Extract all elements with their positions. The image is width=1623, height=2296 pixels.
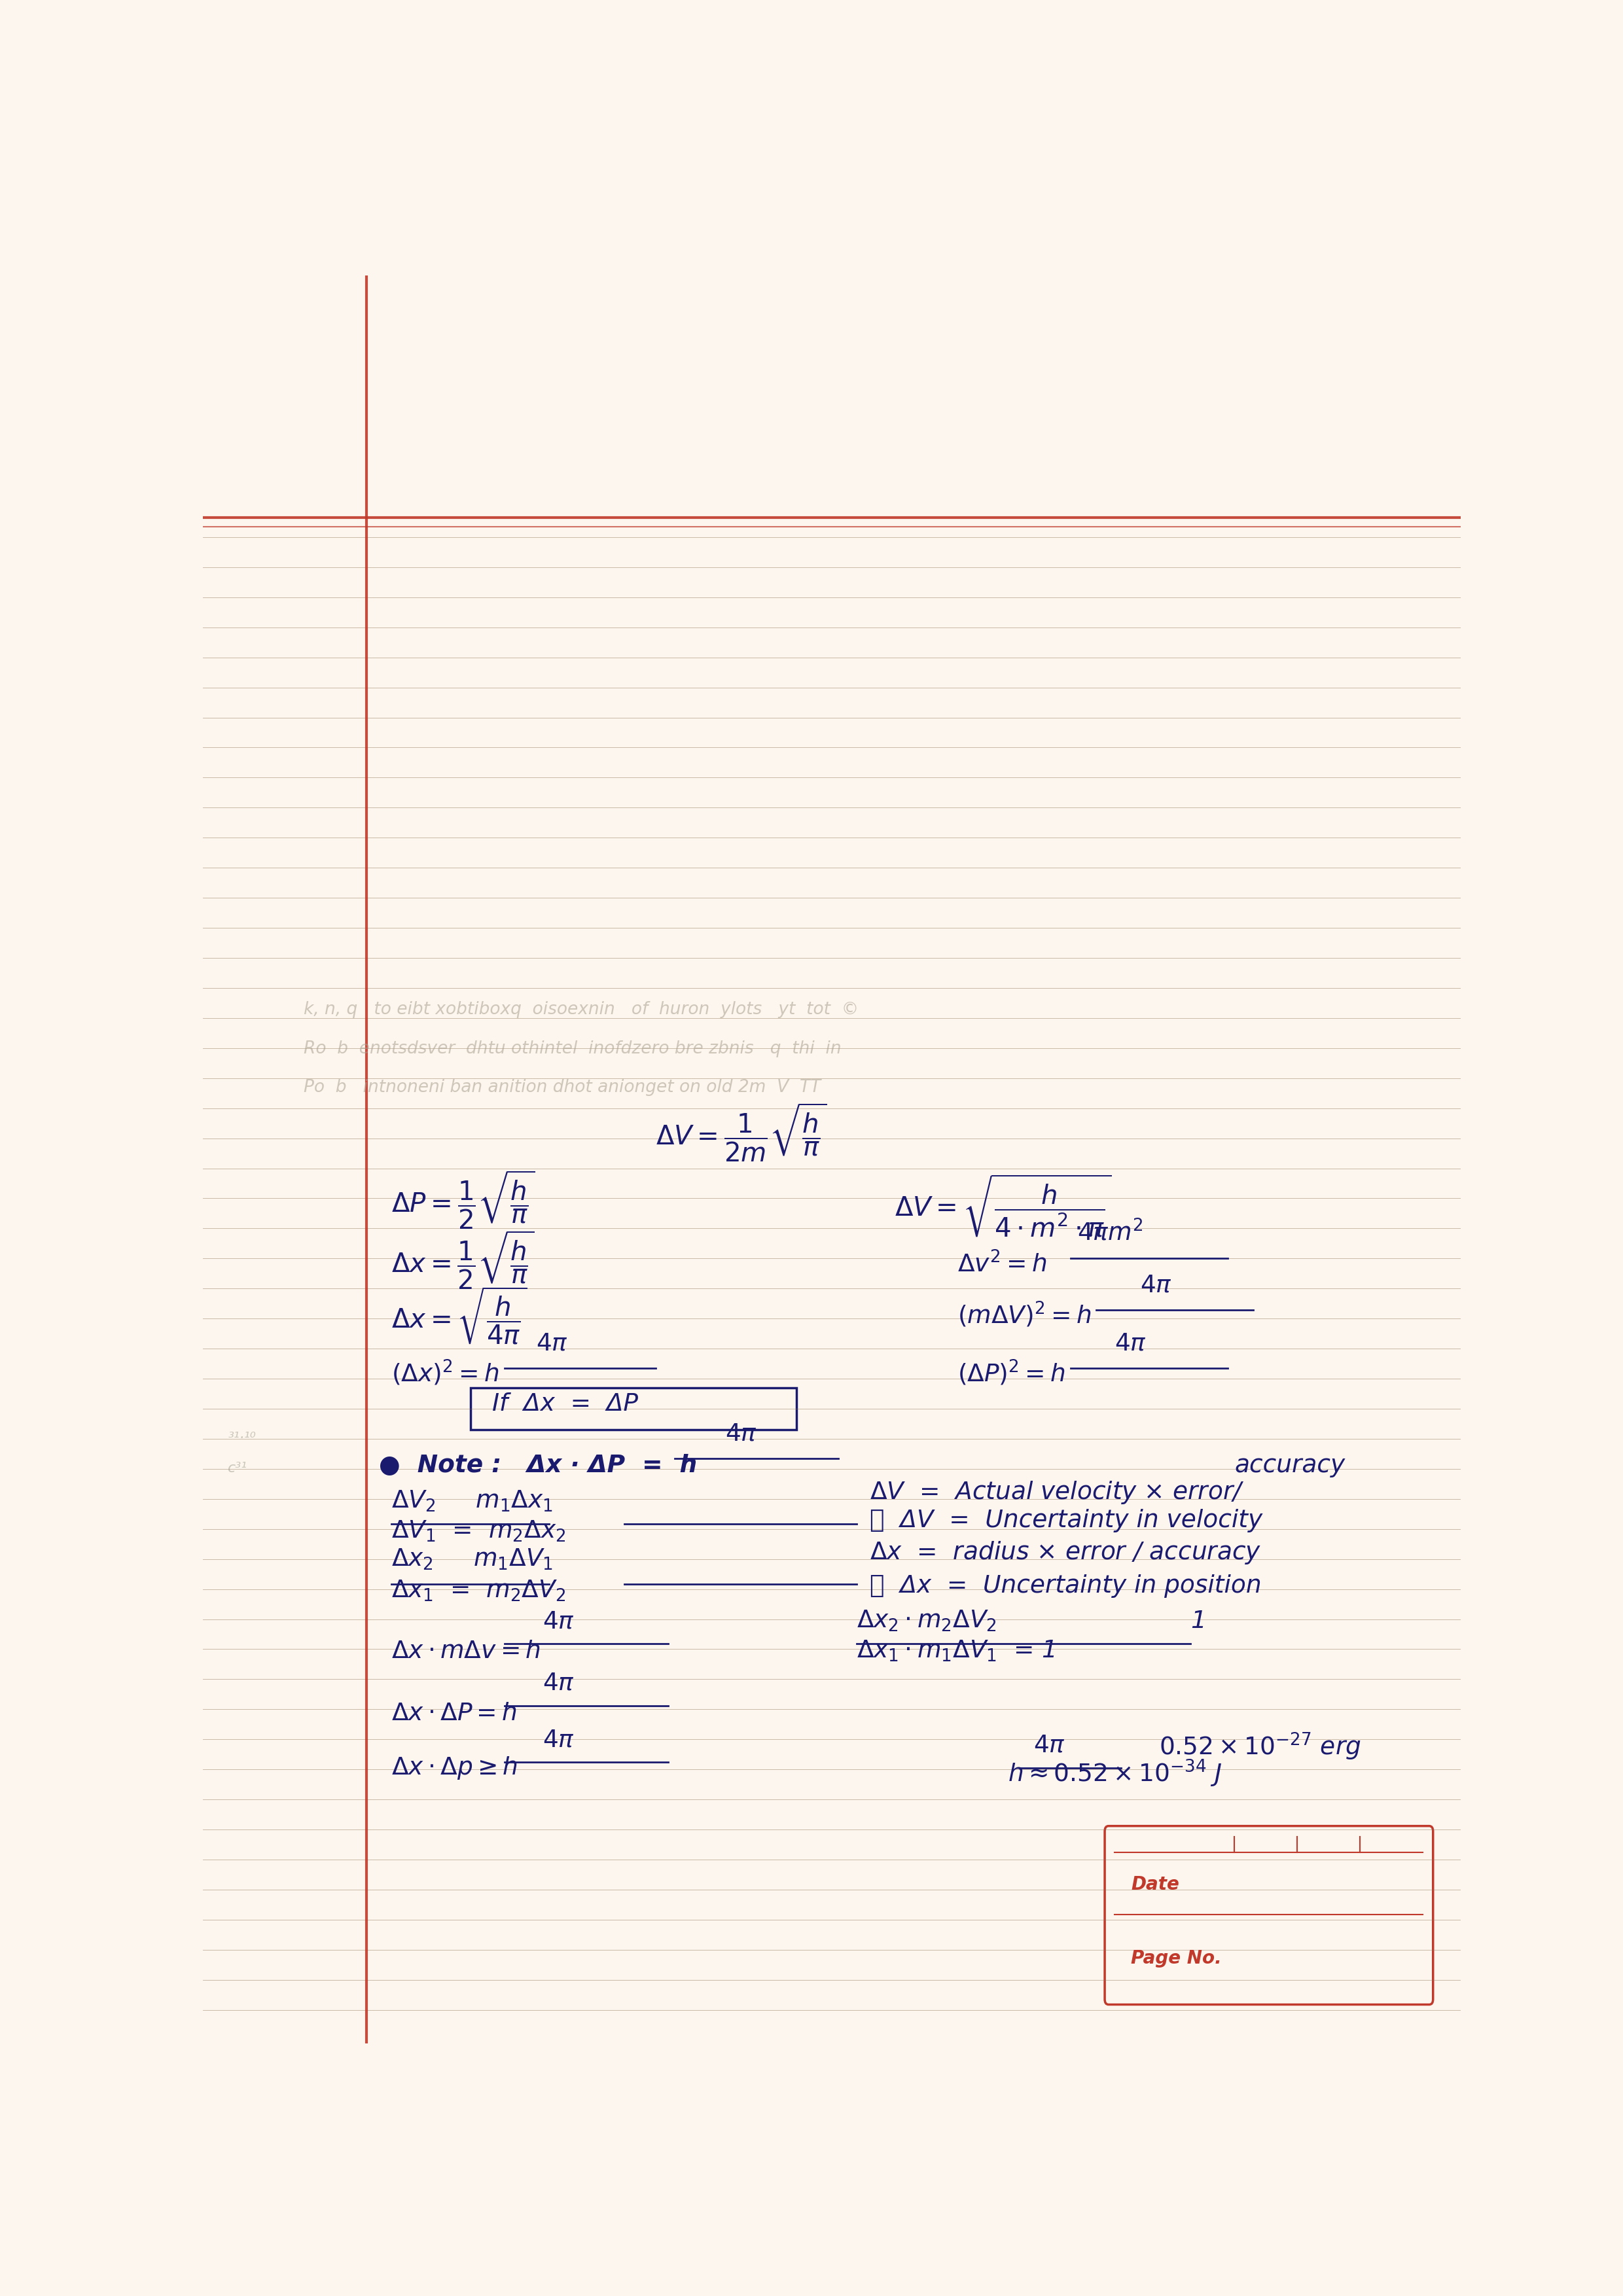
Text: $4\pi$: $4\pi$ [542, 1671, 575, 1694]
Text: $\Delta V  =  \sqrt{\dfrac{h}{4 \cdot m^2 \cdot \pi}}$: $\Delta V = \sqrt{\dfrac{h}{4 \cdot m^2 … [894, 1173, 1112, 1238]
Text: ⓟ  ΔV  =  Uncertainty in velocity: ⓟ ΔV = Uncertainty in velocity [870, 1508, 1263, 1531]
Text: $(\Delta P)^2  =  h$: $(\Delta P)^2 = h$ [958, 1359, 1065, 1387]
Text: $\Delta x \cdot \Delta P = h$: $\Delta x \cdot \Delta P = h$ [391, 1701, 518, 1724]
Text: $\Delta x_2 \cdot m_2 \Delta V_2$: $\Delta x_2 \cdot m_2 \Delta V_2$ [857, 1609, 997, 1632]
Text: $\Delta P  =  \dfrac{1}{2}\sqrt{\dfrac{h}{\pi}}$: $\Delta P = \dfrac{1}{2}\sqrt{\dfrac{h}{… [391, 1169, 536, 1231]
Text: Ro  b  enotsdsver  dhtu othintel  inofdzero bre zbnis   q  thi  in: Ro b enotsdsver dhtu othintel inofdzero … [304, 1040, 841, 1058]
Text: $4\pi$: $4\pi$ [542, 1729, 575, 1752]
Text: accuracy: accuracy [1233, 1453, 1345, 1479]
Text: $4\pi$: $4\pi$ [536, 1332, 568, 1355]
Text: Date: Date [1131, 1876, 1180, 1894]
Text: ⓞ  Δx  =  Uncertainty in position: ⓞ Δx = Uncertainty in position [870, 1575, 1261, 1598]
Text: $4\pi$: $4\pi$ [1032, 1733, 1065, 1756]
Text: c³¹: c³¹ [227, 1463, 248, 1474]
Text: 1: 1 [1190, 1609, 1206, 1632]
Text: Po  b   intnoneni ban anition dhot anionget on old 2m  V  TT: Po b intnoneni ban anition dhot anionget… [304, 1079, 821, 1095]
Text: If  Δx  =  ΔP: If Δx = ΔP [492, 1391, 638, 1417]
Text: $\Delta x_1$  =  $m_2 \Delta V_2$: $\Delta x_1$ = $m_2 \Delta V_2$ [391, 1580, 566, 1603]
Text: $\Delta x_1 \cdot m_1 \Delta V_1$  = 1: $\Delta x_1 \cdot m_1 \Delta V_1$ = 1 [857, 1639, 1055, 1665]
Text: $\Delta V_2$     $m_1 \Delta x_1$: $\Delta V_2$ $m_1 \Delta x_1$ [391, 1488, 553, 1513]
Text: $4\pi$: $4\pi$ [542, 1609, 575, 1632]
Text: $\Delta x  =  \dfrac{1}{2}\sqrt{\dfrac{h}{\pi}}$: $\Delta x = \dfrac{1}{2}\sqrt{\dfrac{h}{… [391, 1228, 536, 1290]
FancyBboxPatch shape [1105, 1825, 1433, 2004]
Text: $h \approx 0.52 \times 10^{-34}$ J: $h \approx 0.52 \times 10^{-34}$ J [1008, 1759, 1222, 1789]
Text: $4\pi m^2$: $4\pi m^2$ [1078, 1221, 1143, 1247]
Text: $\Delta V_1$  =  $m_2 \Delta x_2$: $\Delta V_1$ = $m_2 \Delta x_2$ [391, 1520, 566, 1543]
Text: $\Delta x$  =  radius $\times$ error / accuracy: $\Delta x$ = radius $\times$ error / acc… [870, 1538, 1261, 1566]
Text: $0.52 \times 10^{-27}$ erg: $0.52 \times 10^{-27}$ erg [1159, 1731, 1362, 1761]
Text: $4\pi$: $4\pi$ [1115, 1332, 1147, 1355]
Text: ●  Note :   Δx · ΔP  =  h: ● Note : Δx · ΔP = h [380, 1453, 698, 1479]
Text: Page No.: Page No. [1131, 1949, 1222, 1968]
Text: $4\pi$: $4\pi$ [1139, 1274, 1172, 1297]
Text: $4\pi$: $4\pi$ [725, 1421, 756, 1446]
Text: $\Delta x  =  \sqrt{\dfrac{h}{4\pi}}$: $\Delta x = \sqrt{\dfrac{h}{4\pi}}$ [391, 1286, 527, 1345]
Text: k, n, q   to eibt xobtiboxq  oisoexnin   of  huron  ylots   yt  tot  ©: k, n, q to eibt xobtiboxq oisoexnin of h… [304, 1001, 859, 1019]
Text: $\Delta V  =  \dfrac{1}{2m}\sqrt{\dfrac{h}{\pi}}$: $\Delta V = \dfrac{1}{2m}\sqrt{\dfrac{h}… [656, 1102, 826, 1164]
Text: $(m\Delta V)^2  =  h$: $(m\Delta V)^2 = h$ [958, 1300, 1091, 1329]
Text: $(\Delta x)^2  =  h$: $(\Delta x)^2 = h$ [391, 1359, 500, 1387]
Text: $\Delta x_2$     $m_1 \Delta V_1$: $\Delta x_2$ $m_1 \Delta V_1$ [391, 1548, 553, 1570]
Text: $\Delta v^2  =  h$: $\Delta v^2 = h$ [958, 1251, 1047, 1279]
Text: $\Delta V$  =  Actual velocity $\times$ error/: $\Delta V$ = Actual velocity $\times$ er… [870, 1479, 1245, 1506]
Text: $\Delta x \cdot m\Delta v = h$: $\Delta x \cdot m\Delta v = h$ [391, 1639, 540, 1662]
Text: $\Delta x \cdot \Delta p \geq h$: $\Delta x \cdot \Delta p \geq h$ [391, 1754, 518, 1782]
Text: ³¹·¹⁰: ³¹·¹⁰ [227, 1433, 256, 1444]
